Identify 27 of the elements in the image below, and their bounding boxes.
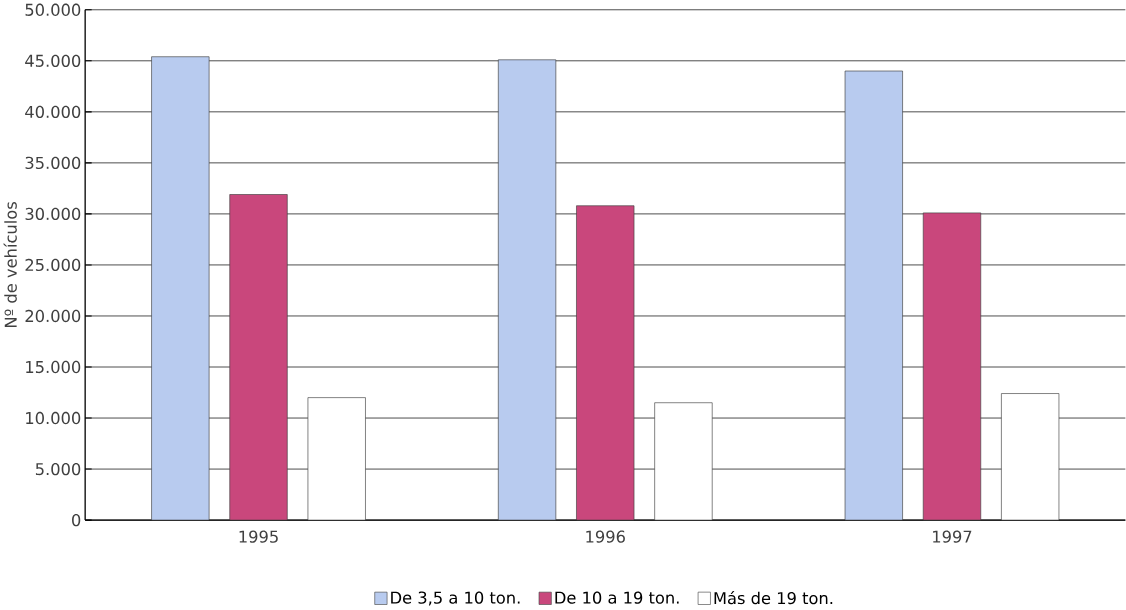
x-tick-label: 1996 — [586, 530, 625, 543]
bar — [307, 397, 366, 521]
bar — [844, 70, 903, 521]
bar — [576, 205, 635, 521]
y-tick-label: 50.000 — [25, 3, 81, 16]
bar — [497, 59, 557, 521]
y-tick-label: 15.000 — [26, 360, 81, 374]
x-tick-label: 1997 — [933, 530, 972, 543]
bar — [922, 212, 982, 521]
legend-label: De 3,5 a 10 ton. — [391, 591, 520, 606]
y-tick-label: 45.000 — [25, 54, 81, 67]
y-tick-label: 40.000 — [25, 105, 81, 119]
legend-label: De 10 a 19 ton. — [555, 591, 679, 604]
legend-label: Más de 19 ton. — [714, 591, 833, 605]
y-tick-label: 20.000 — [25, 309, 81, 323]
bar — [1001, 393, 1060, 521]
x-tick-label: 1995 — [239, 530, 278, 543]
y-axis-title: Nº de vehículos — [3, 202, 17, 327]
y-tick-label: 10.000 — [26, 411, 81, 425]
y-tick-label: 0 — [72, 513, 81, 527]
y-tick-label: 35.000 — [25, 156, 81, 170]
y-tick-label: 5.000 — [35, 462, 81, 476]
y-tick-label: 30.000 — [25, 207, 81, 221]
bar — [654, 402, 713, 521]
bar — [229, 194, 288, 521]
y-tick-label: 25.000 — [25, 258, 81, 272]
bar — [151, 56, 210, 521]
